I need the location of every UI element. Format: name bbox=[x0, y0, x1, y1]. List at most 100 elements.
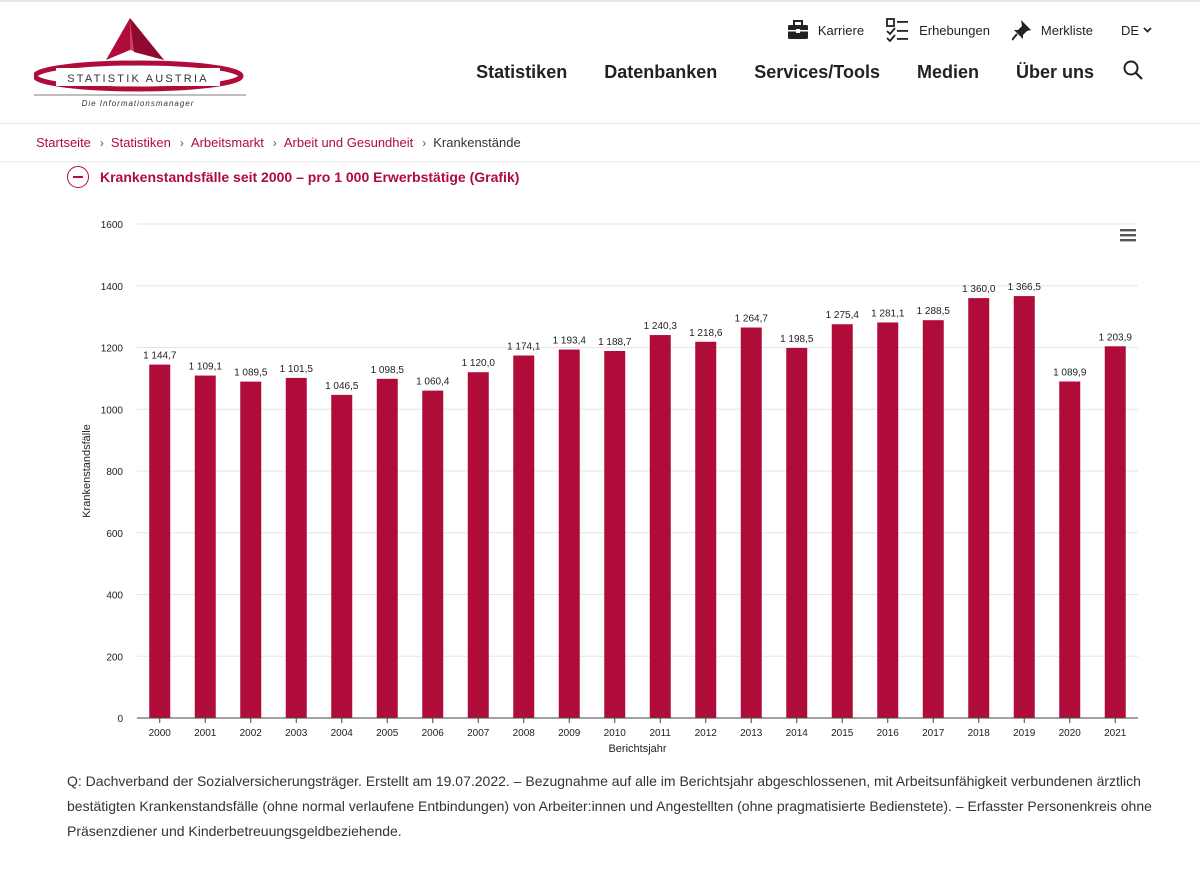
x-tick-label: 2012 bbox=[695, 728, 718, 739]
bar bbox=[467, 372, 489, 718]
bar bbox=[331, 394, 353, 718]
x-tick-label: 2013 bbox=[740, 728, 763, 739]
bar bbox=[240, 381, 262, 718]
chevron-right-icon: › bbox=[99, 135, 104, 150]
x-tick-label: 2002 bbox=[240, 728, 263, 739]
section-toggle[interactable]: Krankenstandsfälle seit 2000 – pro 1 000… bbox=[67, 166, 519, 188]
data-label: 1 360,0 bbox=[962, 284, 996, 295]
chevron-right-icon: › bbox=[179, 135, 184, 150]
y-tick-label: 1600 bbox=[101, 220, 124, 231]
data-label: 1 109,1 bbox=[189, 362, 223, 373]
checklist-icon bbox=[886, 18, 909, 42]
data-label: 1 240,3 bbox=[644, 321, 678, 332]
site-header: STATISTIK AUSTRIA Die Informationsmanage… bbox=[0, 2, 1200, 124]
language-selector[interactable]: DE bbox=[1121, 23, 1152, 38]
data-label: 1 218,6 bbox=[689, 328, 723, 339]
x-tick-label: 2017 bbox=[922, 728, 945, 739]
x-tick-label: 2007 bbox=[467, 728, 490, 739]
hamburger-menu-icon[interactable] bbox=[1120, 229, 1136, 242]
data-label: 1 120,0 bbox=[462, 358, 496, 369]
x-tick-label: 2008 bbox=[513, 728, 536, 739]
y-tick-label: 1200 bbox=[101, 344, 124, 355]
x-tick-label: 2000 bbox=[149, 728, 172, 739]
bar bbox=[695, 341, 717, 718]
data-label: 1 193,4 bbox=[553, 336, 587, 347]
bar bbox=[513, 355, 535, 718]
y-tick-label: 800 bbox=[106, 467, 123, 478]
data-label: 1 288,5 bbox=[917, 306, 951, 317]
x-tick-label: 2019 bbox=[1013, 728, 1036, 739]
x-tick-label: 2004 bbox=[331, 728, 354, 739]
pushpin-icon bbox=[1011, 20, 1031, 41]
y-tick-label: 600 bbox=[106, 529, 123, 540]
y-tick-label: 1000 bbox=[101, 405, 124, 416]
bar bbox=[149, 364, 171, 718]
data-label: 1 098,5 bbox=[371, 365, 405, 376]
source-note: Q: Dachverband der Sozialversicherungstr… bbox=[67, 773, 1152, 839]
bar bbox=[786, 347, 808, 718]
y-tick-label: 200 bbox=[106, 652, 123, 663]
x-tick-label: 2016 bbox=[877, 728, 900, 739]
bar bbox=[1059, 381, 1081, 718]
x-tick-label: 2020 bbox=[1059, 728, 1082, 739]
breadcrumb-statistiken[interactable]: Statistiken bbox=[110, 135, 171, 150]
utility-nav: Karriere Erhebungen Merkliste DE bbox=[765, 18, 1152, 42]
x-tick-label: 2001 bbox=[194, 728, 217, 739]
data-label: 1 188,7 bbox=[598, 337, 632, 348]
data-label: 1 089,9 bbox=[1053, 367, 1087, 378]
bar-chart: 0 200 400 600 800 1000 1200 1400 1600 1 144,7 2000… bbox=[81, 220, 1138, 755]
merkliste-link[interactable]: Merkliste bbox=[1011, 19, 1093, 41]
x-tick-label: 2010 bbox=[604, 728, 627, 739]
nav-services-tools[interactable]: Services/Tools bbox=[754, 62, 880, 82]
statistik-austria-logo[interactable]: STATISTIK AUSTRIA Die Informationsmanage… bbox=[34, 16, 246, 112]
y-tick-label: 1400 bbox=[101, 282, 124, 293]
data-label: 1 203,9 bbox=[1099, 332, 1133, 343]
bar bbox=[740, 327, 762, 718]
main-nav: Statistiken Datenbanken Services/Tools M… bbox=[476, 62, 1094, 83]
x-tick-label: 2009 bbox=[558, 728, 581, 739]
data-label: 1 366,5 bbox=[1008, 282, 1042, 293]
data-label: 1 275,4 bbox=[826, 310, 860, 321]
menu-bar bbox=[1120, 234, 1136, 237]
erhebungen-label: Erhebungen bbox=[919, 22, 990, 38]
search-icon bbox=[1123, 60, 1143, 80]
nav-statistiken[interactable]: Statistiken bbox=[476, 62, 568, 82]
minus-circle-icon bbox=[67, 166, 89, 188]
search-button[interactable] bbox=[1123, 60, 1143, 85]
x-tick-label: 2014 bbox=[786, 728, 809, 739]
top-border bbox=[0, 0, 1200, 2]
data-label: 1 060,4 bbox=[416, 377, 450, 388]
bar bbox=[422, 390, 444, 718]
bar bbox=[831, 324, 853, 718]
nav-ueber-uns[interactable]: Über uns bbox=[1015, 62, 1094, 82]
data-label: 1 198,5 bbox=[780, 334, 814, 345]
bar bbox=[1104, 346, 1126, 718]
bar bbox=[877, 322, 899, 718]
nav-medien[interactable]: Medien bbox=[916, 62, 979, 82]
x-tick-label: 2005 bbox=[376, 728, 399, 739]
merkliste-label: Merkliste bbox=[1040, 22, 1093, 38]
x-tick-label: 2021 bbox=[1104, 728, 1127, 739]
breadcrumb: Startseite › Statistiken › Arbeitsmarkt … bbox=[0, 124, 1200, 162]
logo-tagline: Die Informationsmanager bbox=[82, 99, 195, 108]
bar bbox=[649, 335, 671, 718]
breadcrumb-arbeit-und-gesundheit[interactable]: Arbeit und Gesundheit bbox=[283, 135, 414, 150]
bar bbox=[558, 349, 580, 718]
y-axis-title: Krankenstandsfälle bbox=[81, 424, 93, 518]
nav-datenbanken[interactable]: Datenbanken bbox=[604, 62, 718, 82]
breadcrumb-startseite[interactable]: Startseite bbox=[36, 135, 91, 150]
language-label: DE bbox=[1120, 22, 1139, 38]
section-title: Krankenstandsfälle seit 2000 – pro 1 000… bbox=[100, 169, 520, 185]
menu-bar bbox=[1120, 239, 1136, 242]
breadcrumb-arbeitsmarkt[interactable]: Arbeitsmarkt bbox=[190, 135, 264, 150]
briefcase-icon bbox=[787, 20, 808, 39]
bar bbox=[376, 378, 398, 718]
chevron-right-icon: › bbox=[272, 135, 277, 150]
bar bbox=[1013, 296, 1035, 718]
data-label: 1 089,5 bbox=[234, 368, 268, 379]
karriere-link[interactable]: Karriere bbox=[787, 20, 864, 40]
y-tick-label: 400 bbox=[106, 591, 123, 602]
erhebungen-link[interactable]: Erhebungen bbox=[886, 18, 990, 42]
data-label: 1 174,1 bbox=[507, 341, 541, 352]
bar bbox=[922, 320, 944, 718]
